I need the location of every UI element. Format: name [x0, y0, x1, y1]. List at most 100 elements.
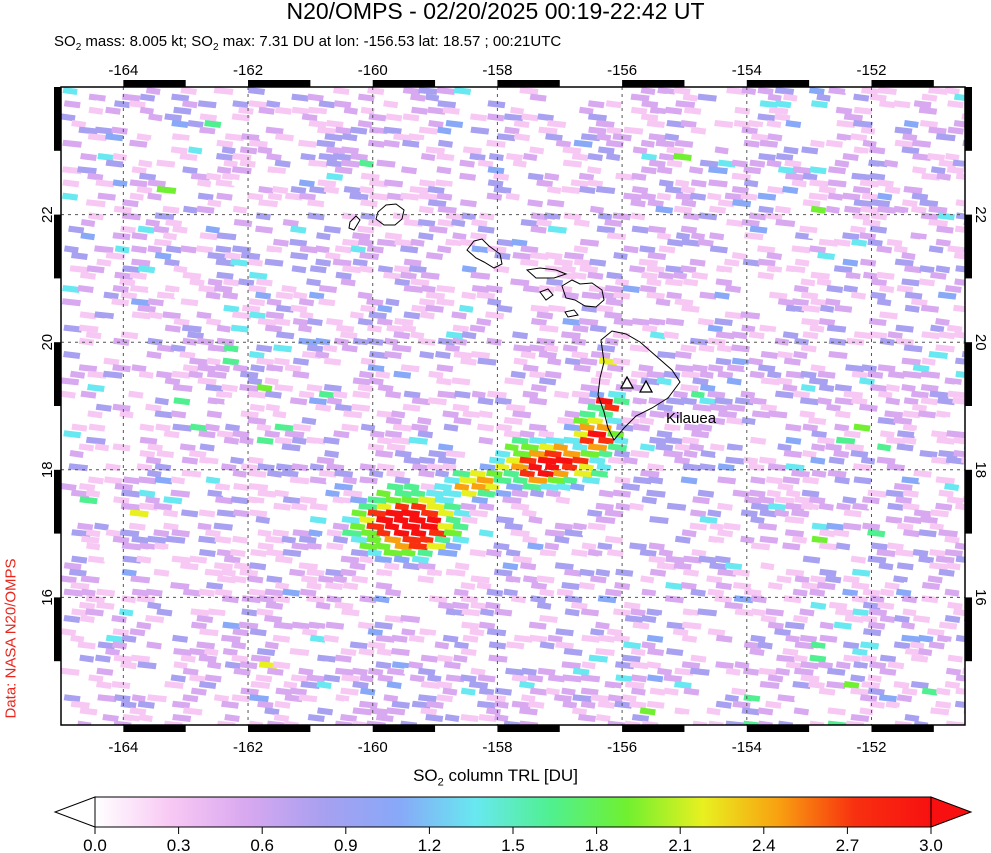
so2-pixel — [223, 555, 241, 564]
so2-pixel — [665, 278, 684, 287]
so2-pixel — [641, 720, 659, 725]
so2-pixel — [419, 311, 435, 320]
so2-pixel — [436, 87, 456, 95]
so2-pixel — [570, 720, 589, 725]
so2-pixel — [79, 271, 97, 280]
so2-pixel — [315, 403, 332, 412]
so2-pixel — [367, 496, 388, 505]
so2-pixel — [860, 311, 877, 320]
so2-pixel — [181, 324, 202, 333]
so2-pixel — [170, 146, 188, 155]
so2-pixel — [478, 621, 496, 630]
so2-pixel — [895, 588, 912, 597]
so2-pixel — [901, 687, 918, 696]
so2-pixel — [71, 555, 88, 564]
so2-pixel — [544, 450, 562, 458]
so2-pixel — [335, 720, 353, 725]
so2-pixel — [80, 575, 100, 584]
so2-pixel — [61, 298, 81, 307]
so2-pixel — [901, 146, 920, 155]
so2-pixel — [155, 370, 173, 379]
so2-pixel — [777, 351, 793, 359]
so2-pixel — [896, 430, 916, 439]
so2-pixel — [461, 489, 477, 498]
so2-pixel — [935, 238, 951, 247]
so2-pixel — [383, 575, 398, 584]
so2-pixel — [130, 575, 151, 584]
so2-pixel — [512, 410, 532, 419]
so2-pixel — [980, 668, 991, 676]
so2-pixel — [376, 318, 393, 326]
so2-pixel — [935, 476, 956, 485]
so2-pixel — [663, 687, 679, 696]
so2-pixel — [851, 582, 870, 590]
so2-pixel — [273, 502, 292, 511]
so2-pixel — [69, 265, 90, 274]
so2-pixel — [333, 575, 348, 584]
so2-pixel — [511, 238, 528, 247]
niihau-coast — [348, 215, 361, 231]
so2-pixel — [537, 469, 554, 478]
so2-pixel — [359, 252, 380, 260]
so2-pixel — [850, 687, 870, 696]
lon-tick-label-bottom: -152 — [856, 739, 886, 756]
so2-pixel — [247, 417, 267, 425]
so2-pixel — [170, 410, 187, 419]
so2-pixel — [105, 252, 126, 260]
so2-pixel — [71, 423, 88, 432]
so2-pixel — [794, 258, 810, 267]
so2-pixel — [437, 219, 455, 227]
so2-pixel — [400, 192, 420, 201]
so2-pixel — [964, 316, 965, 318]
so2-pixel — [935, 344, 955, 353]
so2-pixel — [859, 377, 875, 386]
so2-pixel — [571, 549, 588, 557]
so2-pixel — [537, 667, 556, 676]
so2-pixel — [869, 384, 888, 392]
so2-pixel — [884, 410, 904, 419]
so2-pixel — [681, 621, 702, 630]
so2-pixel — [904, 304, 920, 313]
so2-pixel — [70, 727, 85, 735]
so2-pixel — [887, 542, 904, 551]
so2-pixel — [930, 456, 951, 465]
so2-pixel — [70, 700, 90, 709]
so2-pixel — [842, 575, 860, 584]
so2-pixel — [852, 212, 871, 221]
so2-pixel — [876, 271, 895, 280]
so2-pixel — [460, 687, 476, 696]
so2-pixel — [741, 469, 760, 478]
so2-pixel — [630, 370, 650, 379]
so2-pixel — [351, 509, 367, 518]
so2-pixel — [675, 192, 694, 201]
so2-pixel — [323, 186, 340, 194]
so2-pixel — [971, 701, 990, 709]
so2-pixel — [928, 87, 948, 95]
so2-pixel — [809, 324, 825, 333]
so2-pixel — [357, 384, 374, 392]
so2-pixel — [199, 720, 217, 725]
so2-pixel — [697, 489, 715, 498]
lon-tick-label-bottom: -160 — [358, 739, 388, 756]
so2-pixel — [691, 430, 710, 439]
so2-pixel — [360, 357, 376, 366]
so2-pixel — [299, 588, 317, 597]
so2-pixel — [878, 562, 894, 571]
so2-pixel — [129, 271, 148, 280]
so2-pixel — [750, 476, 766, 485]
so2-pixel — [63, 694, 81, 703]
so2-pixel — [828, 87, 847, 95]
so2-pixel — [573, 469, 593, 478]
so2-pixel — [360, 172, 380, 181]
so2-pixel — [783, 450, 803, 458]
so2-pixel — [318, 100, 336, 109]
so2-pixel — [437, 139, 453, 148]
so2-pixel — [859, 667, 874, 676]
so2-pixel — [334, 166, 353, 175]
so2-pixel — [598, 436, 615, 445]
so2-pixel — [732, 700, 751, 709]
so2-pixel — [340, 568, 357, 577]
so2-pixel — [377, 674, 394, 683]
so2-pixel — [249, 509, 268, 518]
so2-pixel — [914, 720, 929, 725]
